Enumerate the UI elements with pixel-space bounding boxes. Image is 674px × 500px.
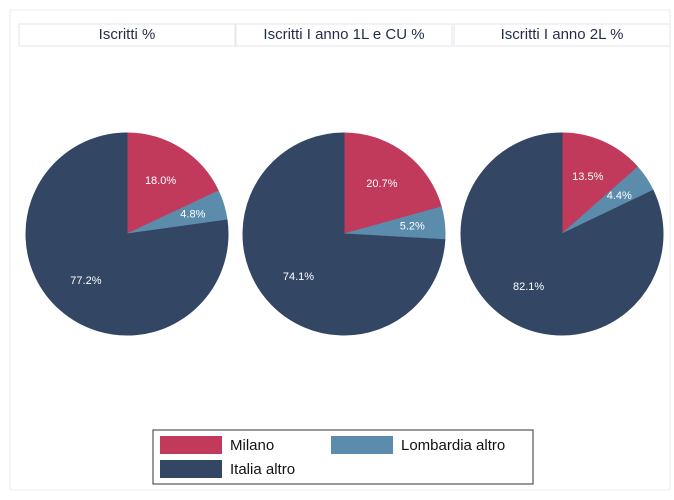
data-label: 4.8% xyxy=(180,208,205,220)
title-box xyxy=(18,23,236,47)
title-box xyxy=(235,23,453,47)
data-label: 18.0% xyxy=(145,175,176,187)
pie-slice xyxy=(460,132,664,336)
title-box xyxy=(453,23,671,47)
pie-slice xyxy=(242,132,446,336)
legend-label: Italia altro xyxy=(230,461,295,478)
legend-label: Lombardia altro xyxy=(401,437,505,454)
legend-swatch xyxy=(331,436,393,454)
data-label: 82.1% xyxy=(513,281,544,293)
pie-slice xyxy=(25,132,229,336)
data-label: 20.7% xyxy=(366,178,397,190)
legend-swatch xyxy=(160,436,222,454)
data-label: 4.4% xyxy=(607,190,632,202)
pie-slice xyxy=(343,132,442,235)
data-label: 74.1% xyxy=(283,271,314,283)
legend-swatch xyxy=(160,460,222,478)
data-label: 13.5% xyxy=(572,171,603,183)
legend-label: Milano xyxy=(230,437,274,454)
pie-slice xyxy=(126,132,220,235)
chart-title: Iscritti I anno 2L % xyxy=(501,26,624,43)
pie-slice xyxy=(561,132,639,236)
data-label: 5.2% xyxy=(400,221,425,233)
chart-title: Iscritti I anno 1L e CU % xyxy=(263,26,424,43)
chart-title: Iscritti % xyxy=(99,26,156,43)
data-label: 77.2% xyxy=(70,275,101,287)
